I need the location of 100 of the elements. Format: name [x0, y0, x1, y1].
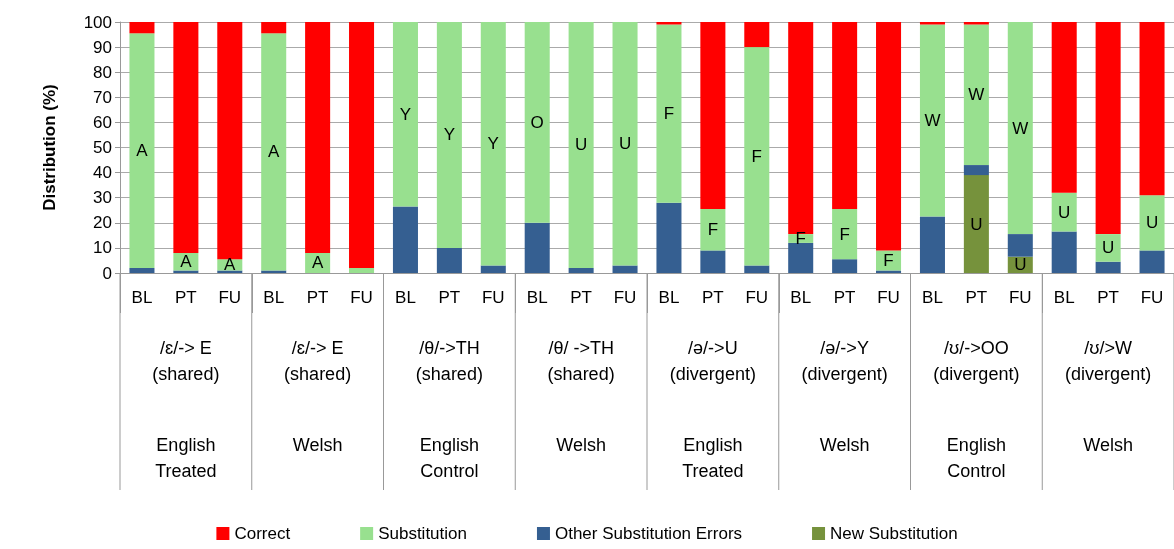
x-tick-label: BL	[263, 288, 285, 307]
bar	[1051, 192, 1077, 232]
bar	[524, 22, 550, 223]
bar	[1095, 22, 1121, 235]
text: /ʊ/>W (divergent)	[1065, 338, 1152, 384]
bar	[876, 22, 902, 251]
bar	[1139, 195, 1165, 251]
bar	[963, 22, 989, 25]
bar	[700, 22, 726, 209]
x-tick-label: PT	[702, 288, 724, 307]
bar	[744, 47, 770, 266]
text: English Control	[419, 435, 479, 481]
text: /θ/->TH (shared)	[415, 338, 483, 384]
x-tick-label: PT	[438, 288, 461, 307]
y-tick-label: 0	[102, 263, 112, 283]
bar	[524, 222, 550, 273]
data-label: U	[1014, 255, 1027, 275]
bar	[919, 24, 945, 217]
data-label: W	[924, 111, 941, 131]
data-label: U	[1058, 202, 1071, 222]
text: /ə/->U (divergent)	[669, 338, 756, 384]
bar	[568, 267, 594, 273]
text: /θ/ ->TH (shared)	[547, 338, 615, 384]
bar	[480, 22, 506, 266]
x-tick-label: BL	[131, 288, 153, 307]
y-tick-label: 90	[93, 37, 112, 57]
y-tick-label: 70	[93, 87, 112, 107]
bar	[129, 33, 155, 268]
bar	[656, 22, 682, 25]
y-axis-title: Distribution (%)	[40, 84, 59, 211]
text: /ɛ/-> E (shared)	[152, 338, 220, 384]
x-tick-label: FU	[1008, 288, 1032, 307]
bar	[832, 259, 858, 273]
text: /ʊ/->OO (divergent)	[933, 338, 1020, 384]
text: Welsh	[556, 435, 606, 455]
bar	[173, 270, 199, 273]
bar	[261, 33, 287, 271]
bar	[129, 267, 155, 273]
y-tick-label: 40	[93, 163, 112, 183]
data-label: U	[1101, 238, 1115, 258]
bar	[436, 22, 462, 248]
bar	[963, 165, 989, 176]
bar	[305, 22, 331, 253]
bar	[1051, 22, 1077, 193]
y-tick-label: 50	[93, 138, 112, 157]
data-label: F	[883, 250, 894, 270]
data-label: Y	[487, 134, 499, 154]
x-tick-label: PT	[570, 288, 592, 307]
data-label: W	[1012, 118, 1029, 138]
data-label: A	[136, 141, 149, 161]
x-tick-label: FU	[350, 288, 373, 307]
x-tick-label: BL	[922, 288, 943, 307]
bar	[1007, 22, 1033, 235]
bar	[700, 209, 726, 251]
x-tick-label: FU	[613, 288, 637, 307]
y-tick-label: 60	[93, 112, 112, 132]
bar	[656, 24, 682, 203]
bar	[261, 270, 287, 273]
x-tick-label: FU	[877, 288, 900, 307]
x-tick-label: PT	[306, 288, 329, 307]
data-label: A	[311, 253, 324, 273]
y-tick-label: 20	[93, 213, 112, 233]
bar	[744, 22, 770, 48]
x-tick-label: PT	[175, 288, 197, 307]
bar	[217, 22, 243, 260]
bar	[963, 24, 989, 166]
data-label: F	[751, 146, 762, 166]
text: Welsh	[819, 435, 870, 455]
x-tick-label: PT	[965, 288, 988, 307]
text: Welsh	[1083, 435, 1133, 455]
x-tick-label: BL	[790, 288, 812, 307]
legend-label: Substitution	[378, 524, 467, 543]
data-label: U	[1145, 213, 1159, 233]
bar	[919, 216, 945, 273]
data-label: Y	[399, 104, 412, 124]
bar	[436, 247, 462, 273]
text: Welsh	[292, 435, 343, 455]
bar	[656, 202, 682, 273]
bar	[217, 270, 243, 273]
x-tick-label: FU	[481, 288, 505, 307]
bar	[700, 250, 726, 273]
bar	[876, 270, 902, 273]
bar	[392, 22, 418, 207]
bar	[832, 22, 858, 209]
data-label: U	[618, 134, 632, 154]
bar	[612, 265, 638, 273]
y-tick-label: 30	[93, 188, 112, 208]
x-tick-label: PT	[833, 288, 856, 307]
data-label: O	[530, 112, 544, 132]
legend-label: Other Substitution Errors	[554, 524, 743, 543]
data-label: F	[663, 104, 675, 124]
data-label: U	[970, 214, 983, 234]
bar	[744, 265, 770, 273]
data-label: U	[574, 135, 588, 155]
text: English Control	[946, 435, 1006, 481]
y-tick-label: 100	[83, 12, 112, 32]
x-tick-label: FU	[1140, 288, 1164, 307]
bar	[1095, 234, 1121, 262]
x-tick-label: BL	[526, 288, 548, 307]
bar	[349, 267, 375, 273]
